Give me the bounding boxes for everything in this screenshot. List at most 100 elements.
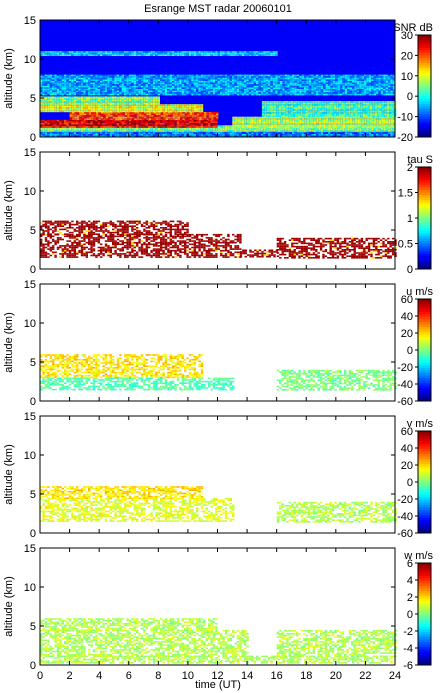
data-cell	[109, 76, 112, 78]
data-cell	[76, 109, 79, 111]
data-cell	[309, 116, 312, 119]
data-cell	[203, 87, 206, 89]
data-cell	[188, 121, 192, 123]
data-cell	[309, 105, 313, 108]
data-cell	[192, 118, 195, 120]
data-cell	[200, 87, 204, 89]
data-cell	[83, 107, 86, 109]
data-cell	[115, 116, 118, 119]
data-cell	[208, 119, 211, 122]
data-cell	[278, 104, 282, 106]
data-cell	[224, 81, 228, 83]
data-cell	[325, 124, 329, 127]
data-cell	[167, 92, 170, 94]
data-cell	[275, 85, 278, 88]
data-cell	[337, 135, 340, 138]
data-cell	[256, 74, 259, 77]
data-cell	[376, 118, 379, 120]
data-cell	[179, 109, 182, 111]
data-cell	[155, 121, 158, 123]
data-cell	[42, 76, 45, 78]
data-cell	[88, 81, 91, 83]
data-cell	[256, 89, 259, 91]
data-cell	[251, 126, 254, 128]
data-cell	[179, 79, 182, 81]
data-cell	[234, 123, 238, 125]
data-cell	[112, 74, 115, 77]
data-cell	[374, 112, 378, 114]
data-cell	[155, 124, 158, 127]
data-cell	[337, 128, 340, 131]
data-cell	[80, 87, 84, 89]
data-cell	[297, 121, 300, 124]
data-cell	[40, 77, 43, 80]
data-cell	[102, 87, 105, 89]
data-cell	[285, 118, 288, 120]
data-cell	[59, 90, 62, 93]
data-cell	[169, 124, 172, 127]
data-cell	[56, 89, 60, 91]
data-cell	[136, 118, 140, 120]
data-cell	[102, 76, 105, 78]
data-cell	[90, 104, 93, 106]
data-cell	[179, 81, 182, 83]
data-cell	[100, 84, 103, 86]
data-cell	[289, 126, 293, 128]
data-cell	[76, 107, 79, 109]
data-cell	[128, 134, 132, 136]
data-cell	[138, 110, 141, 113]
data-cell	[292, 132, 295, 134]
data-cell	[248, 132, 252, 134]
data-cell	[104, 126, 108, 128]
data-cell	[155, 85, 158, 88]
data-cell	[321, 102, 325, 105]
data-cell	[152, 110, 156, 113]
data-cell	[353, 112, 356, 114]
data-cell	[155, 119, 158, 122]
data-cell	[85, 128, 88, 131]
data-cell	[347, 124, 350, 127]
data-cell	[109, 87, 112, 89]
data-cell	[287, 82, 290, 85]
data-cell	[313, 126, 317, 128]
data-cell	[296, 134, 300, 136]
data-cell	[392, 128, 396, 131]
data-cell	[333, 105, 337, 108]
data-cell	[59, 128, 62, 131]
data-cell	[40, 130, 43, 132]
data-cell	[140, 132, 144, 134]
data-cell	[189, 116, 192, 119]
data-cell	[148, 116, 152, 119]
data-cell	[152, 96, 156, 98]
data-cell	[80, 128, 84, 131]
data-cell	[313, 93, 316, 96]
data-cell	[176, 124, 180, 127]
data-cell	[272, 87, 276, 89]
data-cell	[52, 119, 55, 122]
data-cell	[365, 104, 368, 106]
data-cell	[329, 115, 332, 118]
data-cell	[121, 135, 124, 138]
data-cell	[212, 92, 216, 94]
data-cell	[172, 134, 175, 136]
data-cell	[150, 101, 153, 103]
data-cell	[143, 98, 146, 100]
data-cell	[64, 81, 67, 83]
data-cell	[47, 89, 50, 91]
data-cell	[80, 81, 84, 83]
data-cell	[232, 76, 235, 78]
data-cell	[256, 81, 259, 83]
data-cell	[146, 116, 149, 119]
data-cell	[369, 126, 372, 128]
data-cell	[138, 124, 141, 127]
data-cell	[390, 116, 394, 119]
data-cell	[44, 135, 48, 138]
data-cell	[256, 82, 259, 85]
data-cell	[59, 101, 62, 103]
data-cell	[287, 123, 290, 125]
data-cell	[244, 74, 247, 77]
data-cell	[306, 132, 309, 134]
data-cell	[163, 113, 166, 116]
data-cell	[311, 123, 314, 125]
data-cell	[100, 118, 104, 120]
